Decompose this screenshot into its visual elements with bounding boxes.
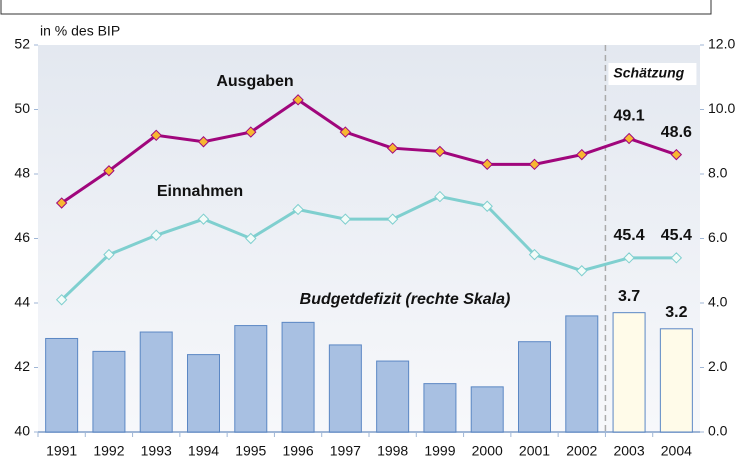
y-tick-label: 44: [14, 294, 30, 310]
y-tick-label: 42: [14, 358, 30, 374]
bar: [281, 321, 315, 433]
plot-area: [38, 45, 700, 432]
value-label: 3.2: [665, 304, 687, 321]
y2-tick-label: 2.0: [708, 358, 728, 374]
y-tick-label: 46: [14, 229, 30, 245]
x-tick-label: 1994: [188, 443, 219, 459]
series-label: Ausgaben: [216, 73, 293, 90]
marker: [623, 132, 635, 145]
x-tick-label: 1995: [235, 443, 266, 459]
x-tick-label: 1997: [330, 443, 361, 459]
marker: [103, 248, 115, 261]
y-tick-label: 50: [14, 100, 30, 116]
value-label: 45.4: [614, 227, 645, 244]
bar: [518, 341, 551, 433]
marker: [434, 190, 446, 203]
y2-tick-label: 10.0: [708, 100, 735, 116]
marker: [245, 126, 257, 138]
x-tick-label: 2003: [613, 443, 644, 459]
marker: [528, 248, 541, 261]
marker: [339, 126, 352, 138]
marker: [55, 294, 68, 306]
x-tick-label: 2001: [519, 443, 550, 459]
value-label: 45.4: [661, 227, 692, 244]
marker: [150, 129, 162, 142]
x-tick-label: 1999: [424, 443, 455, 459]
marker: [245, 232, 257, 245]
x-tick-label: 1991: [46, 443, 77, 459]
marker: [576, 148, 588, 161]
marker: [197, 136, 210, 148]
bar: [139, 331, 173, 433]
bar: [470, 386, 504, 433]
marker: [434, 145, 446, 158]
value-label: 48.6: [661, 124, 692, 141]
annotation: Schätzung: [613, 65, 684, 81]
bar: [612, 312, 646, 433]
marker: [150, 229, 162, 241]
bar: [565, 315, 599, 433]
bar: [376, 360, 410, 433]
y-tick-label: 48: [14, 165, 30, 181]
marker: [292, 203, 304, 216]
line: [60, 195, 677, 301]
x-tick-label: 2004: [661, 443, 692, 459]
bar: [234, 325, 268, 433]
annotation-box: [608, 63, 697, 85]
bar: [423, 383, 457, 433]
marker: [292, 94, 304, 106]
marker: [386, 142, 399, 154]
y-axis-label: in % des BIP: [40, 23, 120, 39]
marker: [623, 252, 635, 264]
header-box: [0, 0, 712, 15]
y2-tick-label: 4.0: [708, 294, 728, 310]
marker: [103, 165, 115, 177]
bar: [187, 354, 220, 433]
series-label: Einnahmen: [157, 183, 243, 200]
marker: [481, 158, 493, 171]
series-label: Budgetdefizit (rechte Skala): [300, 291, 511, 308]
y2-tick-label: 12.0: [708, 36, 735, 52]
bar: [45, 337, 79, 433]
x-tick-label: 2002: [566, 443, 597, 459]
x-tick-label: 1993: [141, 443, 172, 459]
marker: [481, 200, 493, 212]
marker: [197, 213, 210, 225]
marker: [670, 252, 683, 264]
x-tick-label: 2000: [472, 443, 503, 459]
bar: [659, 328, 693, 433]
y2-tick-label: 0.0: [708, 423, 728, 439]
y-tick-label: 40: [14, 423, 30, 439]
marker: [386, 213, 399, 225]
marker: [55, 197, 68, 209]
y2-tick-label: 8.0: [708, 165, 728, 181]
marker: [576, 265, 588, 277]
x-tick-label: 1996: [282, 443, 313, 459]
marker: [670, 148, 683, 161]
x-tick-label: 1992: [93, 443, 124, 459]
y2-tick-label: 6.0: [708, 229, 728, 245]
marker: [528, 158, 541, 171]
value-label: 49.1: [614, 108, 645, 125]
bar: [328, 344, 362, 433]
line: [60, 98, 677, 205]
y-tick-label: 52: [14, 36, 30, 52]
x-tick-label: 1998: [377, 443, 408, 459]
bar: [92, 350, 126, 433]
marker: [339, 213, 352, 225]
value-label: 3.7: [618, 288, 640, 305]
